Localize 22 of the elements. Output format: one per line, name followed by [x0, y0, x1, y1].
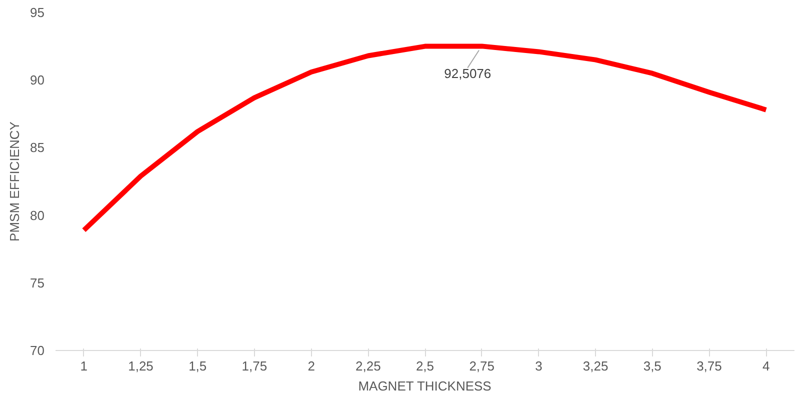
y-tick-label: 70 [30, 343, 45, 358]
x-tick-label: 3,75 [696, 358, 722, 374]
x-tick-label: 1,75 [242, 358, 268, 374]
x-tick-label: 3,5 [643, 358, 662, 374]
x-tick-label: 4 [762, 358, 770, 374]
x-tick-label: 1 [80, 358, 88, 374]
y-axis-title: PMSM EFFICIENCY [7, 121, 22, 242]
data-label: 92,5076 [444, 66, 492, 82]
y-tick-label: 95 [30, 5, 45, 20]
x-axis-title: MAGNET THICKNESS [358, 378, 492, 394]
x-tick-label: 2,75 [469, 358, 495, 374]
y-tick-label: 75 [30, 275, 45, 290]
y-tick-label: 80 [30, 208, 45, 223]
x-tick-label: 1,5 [188, 358, 207, 374]
x-tick-label: 2,5 [416, 358, 434, 374]
x-tick-label: 2 [308, 358, 315, 374]
x-tick-label: 3 [535, 358, 542, 374]
x-tick-label: 3,25 [582, 358, 608, 374]
y-tick-label: 90 [30, 72, 45, 88]
x-tick-label: 1,25 [128, 358, 154, 374]
y-tick-label: 85 [30, 140, 45, 156]
x-tick-label: 2,25 [356, 358, 381, 374]
